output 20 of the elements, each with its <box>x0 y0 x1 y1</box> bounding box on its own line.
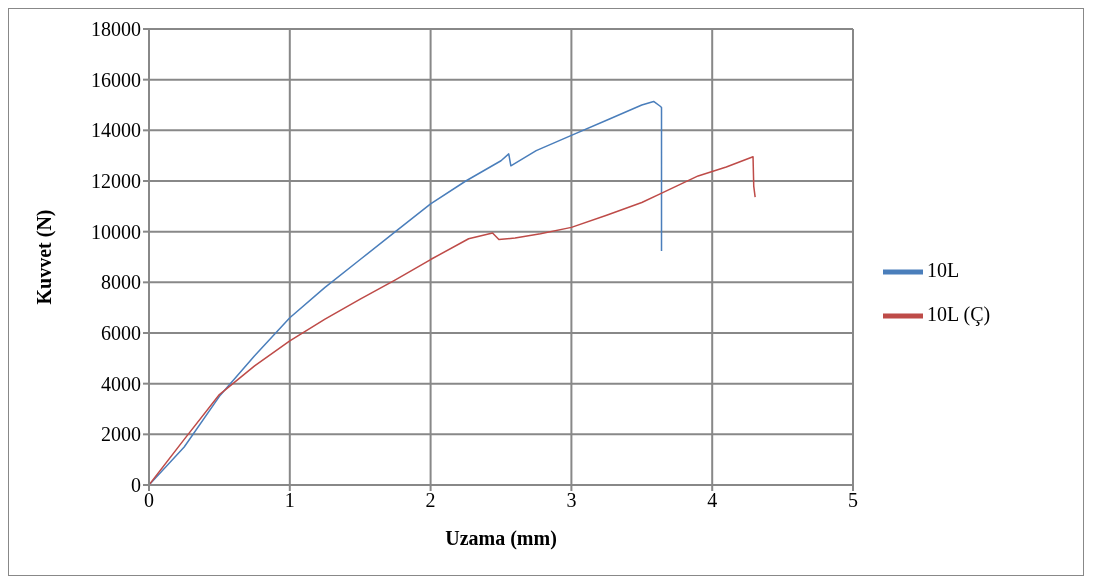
y-tick-label: 18000 <box>91 18 141 41</box>
x-tick-label: 2 <box>425 489 436 512</box>
y-tick-label: 12000 <box>91 170 141 193</box>
y-tick-label: 10000 <box>91 220 141 243</box>
y-axis-title: Kuvvet (N) <box>33 209 57 305</box>
line-series <box>149 155 756 485</box>
x-tick-label: 4 <box>707 489 718 512</box>
y-tick-label: 14000 <box>91 119 141 142</box>
legend-label: 10L (Ç) <box>927 303 991 325</box>
y-tick-label: 2000 <box>101 423 141 446</box>
y-tick-label: 16000 <box>91 68 141 91</box>
legend-label: 10L <box>927 258 960 281</box>
x-tick-label: 5 <box>848 489 858 512</box>
y-tick-label: 6000 <box>101 322 141 345</box>
y-tick-label: 4000 <box>101 372 141 395</box>
y-tick-label: 0 <box>131 474 141 497</box>
x-axis-title: Uzama (mm) <box>445 527 557 550</box>
x-tick-label: 3 <box>566 489 577 512</box>
x-tick-label: 1 <box>284 489 295 512</box>
y-tick-label: 8000 <box>101 271 141 294</box>
